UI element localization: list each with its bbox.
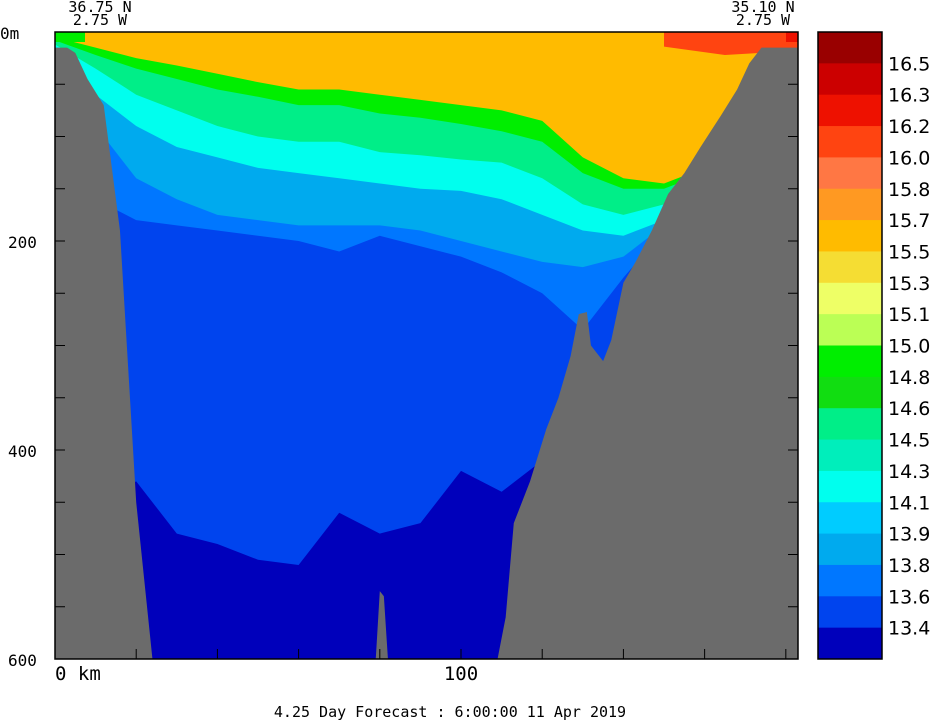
colorbar-swatch <box>818 596 882 629</box>
colorbar-swatch <box>818 627 882 660</box>
colorbar-label: 15.1 <box>888 304 930 326</box>
colorbar-label: 13.8 <box>888 555 930 577</box>
colorbar-swatch <box>818 345 882 378</box>
colorbar-swatch <box>818 533 882 566</box>
colorbar-swatch <box>818 564 882 597</box>
colorbar-label: 14.8 <box>888 367 930 389</box>
colorbar-swatch <box>818 502 882 535</box>
colorbar-label: 13.9 <box>888 524 930 546</box>
colorbar-swatch <box>818 251 882 284</box>
colorbar-swatch <box>818 63 882 96</box>
left-surface-marker <box>55 32 85 42</box>
colorbar-label: 14.5 <box>888 430 930 452</box>
y-tick-label-0: 0m <box>0 24 19 43</box>
bathymetry-land <box>55 32 798 659</box>
colorbar: 16.5 16.3 16.2 16.0 15.8 15.7 15.5 15.3 15.1 15.0… <box>817 31 930 660</box>
colorbar-label: 13.4 <box>888 618 930 640</box>
colorbar-label: 16.5 <box>888 53 930 75</box>
x-tick-label-0: 0 km <box>55 663 101 685</box>
colorbar-swatch <box>818 157 882 190</box>
colorbar-label: 16.2 <box>888 116 930 138</box>
colorbar-swatch <box>818 32 882 64</box>
colorbar-swatch <box>818 408 882 441</box>
colorbar-swatch <box>818 314 882 346</box>
colorbar-swatch <box>818 188 882 221</box>
forecast-footer: 4.25 Day Forecast : 6:00:00 11 Apr 2019 <box>274 703 626 721</box>
colorbar-swatch <box>818 282 882 315</box>
colorbar-swatch <box>818 220 882 252</box>
colorbar-label: 13.6 <box>888 586 930 608</box>
corner-left-lat: 36.75 N <box>68 0 131 16</box>
colorbar-label: 16.0 <box>888 147 930 169</box>
colorbar-swatch <box>818 376 882 409</box>
colorbar-label: 14.3 <box>888 461 930 483</box>
corner-left-lon: 2.75 W <box>73 11 128 29</box>
axis-ticks <box>55 83 798 659</box>
x-tick-label-100: 100 <box>444 663 478 685</box>
colorbar-frame <box>817 31 883 660</box>
colorbar-label: 15.0 <box>888 336 930 358</box>
colorbar-label: 16.3 <box>888 85 930 107</box>
y-tick-label-200: 200 <box>8 233 37 252</box>
y-tick-label-400: 400 <box>8 442 37 461</box>
corner-right-lon: 2.75 W <box>736 11 791 29</box>
colorbar-swatch <box>818 470 882 503</box>
land-mass <box>55 47 798 659</box>
colorbar-label: 14.6 <box>888 398 930 420</box>
y-tick-label-600: 600 <box>8 651 37 670</box>
colorbar-label: 15.5 <box>888 241 930 263</box>
colorbar-label: 15.8 <box>888 179 930 201</box>
colorbar-swatch <box>818 94 882 127</box>
colorbar-swatch <box>818 126 882 158</box>
colorbar-label: 14.1 <box>888 492 930 514</box>
right-surface-marker <box>786 32 798 42</box>
colorbar-swatch <box>818 439 882 472</box>
colorbar-label: 15.3 <box>888 273 930 295</box>
colorbar-label: 15.7 <box>888 210 930 232</box>
corner-right-lat: 35.10 N <box>731 0 794 16</box>
